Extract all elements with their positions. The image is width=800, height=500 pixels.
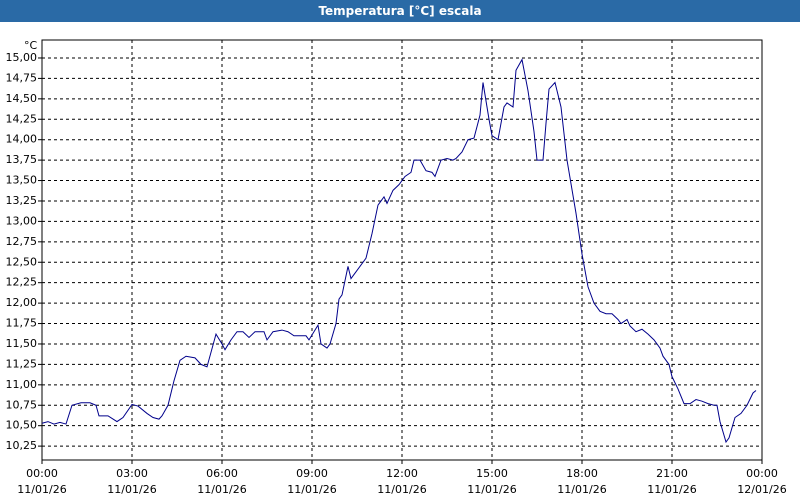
y-tick-label: 10,50 <box>6 419 38 432</box>
y-tick-label: 13,00 <box>6 214 38 227</box>
y-tick-label: 12,00 <box>6 296 38 309</box>
chart: °C 10,25 10,50 10,75 11,00 11,25 11,50 11,75 12… <box>6 39 787 496</box>
y-tick-label: 14,25 <box>6 112 38 125</box>
y-tick-label: 13,50 <box>6 174 38 187</box>
y-tick-label: 10,75 <box>6 398 38 411</box>
x-tick-date: 11/01/26 <box>557 483 606 496</box>
y-tick-label: 14,75 <box>6 71 38 84</box>
x-tick-label: 00:00 <box>26 467 58 480</box>
x-tick-label: 21:00 <box>656 467 688 480</box>
y-tick-label: 11,00 <box>6 378 38 391</box>
temperature-line <box>41 58 757 444</box>
x-tick-date: 11/01/26 <box>17 483 66 496</box>
x-tick-date: 11/01/26 <box>647 483 696 496</box>
x-tick-label: 12:00 <box>386 467 418 480</box>
y-tick-label: 13,75 <box>6 153 38 166</box>
x-tick-date: 11/01/26 <box>107 483 156 496</box>
x-tick-date: 11/01/26 <box>287 483 336 496</box>
x-tick-label: 03:00 <box>116 467 148 480</box>
y-tick-label: 12,25 <box>6 276 38 289</box>
x-tick-date: 11/01/26 <box>377 483 426 496</box>
y-tick-label: 11,75 <box>6 317 38 330</box>
y-tick-label: 15,00 <box>6 51 38 64</box>
y-tick-label: 12,75 <box>6 235 38 248</box>
x-tick-label: 00:00 <box>746 467 778 480</box>
y-unit: °C <box>24 39 38 52</box>
x-tick-date: 12/01/26 <box>737 483 786 496</box>
x-tick-label: 06:00 <box>206 467 238 480</box>
x-tick-label: 18:00 <box>566 467 598 480</box>
y-tick-label: 10,25 <box>6 439 38 452</box>
y-tick-label: 11,25 <box>6 357 38 370</box>
x-tick-label: 15:00 <box>476 467 508 480</box>
x-tick-date: 11/01/26 <box>197 483 246 496</box>
y-tick-label: 12,50 <box>6 255 38 268</box>
title-bar: Temperatura [°C] escala <box>0 0 800 22</box>
x-tick-label: 09:00 <box>296 467 328 480</box>
y-tick-label: 14,50 <box>6 92 38 105</box>
x-tick-date: 11/01/26 <box>467 483 516 496</box>
y-tick-label: 13,25 <box>6 194 38 207</box>
y-tick-label: 14,00 <box>6 133 38 146</box>
y-tick-label: 11,50 <box>6 337 38 350</box>
